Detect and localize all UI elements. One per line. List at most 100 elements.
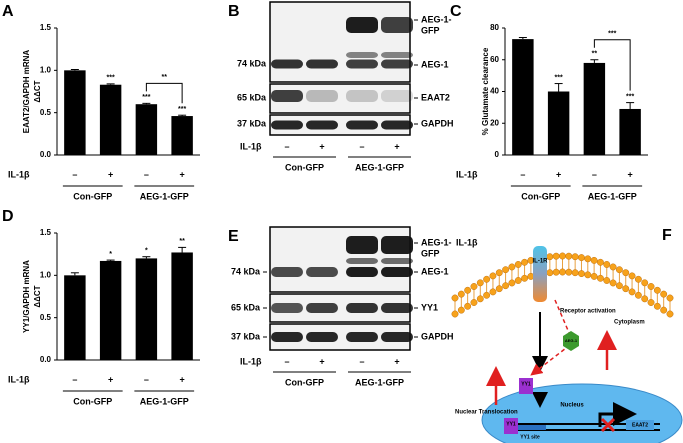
translocation-label: Nuclear Translocation <box>455 410 518 416</box>
aeg1-hexagon <box>563 331 579 351</box>
lipid-head <box>457 306 465 314</box>
group-label: Con-GFP <box>285 377 324 387</box>
lipid-head <box>647 283 655 290</box>
lipid-head <box>590 256 598 264</box>
x-tick-label: – <box>520 169 525 179</box>
bar <box>135 258 158 360</box>
bar <box>64 275 86 360</box>
lipid-head <box>451 310 459 318</box>
group-label: AEG-1-GFP <box>140 396 189 406</box>
lane-label: + <box>394 141 399 151</box>
bracket <box>593 39 631 91</box>
lipid-head <box>660 290 668 298</box>
lipid-head <box>502 266 510 274</box>
lipid-head <box>653 286 661 294</box>
lipid-head <box>590 272 598 280</box>
lipid-head <box>666 310 674 318</box>
lipid-head <box>603 277 611 284</box>
lipid-head <box>476 295 484 303</box>
band <box>346 52 378 58</box>
band-label: EAAT2 <box>421 92 450 102</box>
y-tick-label: 1.5 <box>40 228 52 237</box>
lipid-head <box>470 299 478 306</box>
lipid-head <box>495 285 503 293</box>
lipid-head <box>603 261 611 268</box>
kda-marker: 74 kDa <box>231 266 261 276</box>
y-tick-label: 0 <box>495 150 500 159</box>
band <box>271 120 303 130</box>
lipid-head <box>666 294 674 302</box>
lane-axis-label: IL-1β <box>240 141 262 151</box>
band <box>271 303 303 313</box>
lipid-head <box>615 266 623 274</box>
x-tick-label: + <box>627 169 632 179</box>
band <box>306 303 338 313</box>
lane-label: – <box>284 141 289 151</box>
bracket-label: *** <box>608 31 616 38</box>
y-tick-label: 0.0 <box>40 150 52 159</box>
bar <box>99 260 122 360</box>
x-tick-label: – <box>144 374 149 384</box>
x-tick-label: + <box>108 374 113 384</box>
band-label: GFP <box>421 248 440 258</box>
group-label: Con-GFP <box>521 191 560 201</box>
significance: *** <box>178 106 186 113</box>
band <box>381 59 413 69</box>
significance: ** <box>592 51 598 58</box>
band-label: AEG-1- <box>421 14 452 24</box>
group-label: AEG-1-GFP <box>355 162 404 172</box>
bar <box>583 62 606 155</box>
lane-label: + <box>319 356 324 366</box>
band <box>381 52 413 58</box>
lipid-head <box>495 269 503 277</box>
y-tick-label: 20 <box>490 118 499 127</box>
lane-label: + <box>394 356 399 366</box>
lipid-head <box>514 277 522 284</box>
band <box>381 303 413 313</box>
kda-marker: 37 kDa <box>231 331 261 341</box>
yy1-box <box>504 418 518 434</box>
band <box>381 258 413 264</box>
x-axis-label: IL-1β <box>8 374 30 384</box>
significance: *** <box>107 75 115 82</box>
y-axis-label: EAAT2/GAPDH mRNA <box>22 50 31 134</box>
bar <box>99 84 122 155</box>
panel-letter: D <box>2 208 14 225</box>
band <box>346 120 378 130</box>
band <box>306 90 338 102</box>
band <box>346 236 378 254</box>
lipid-head <box>622 285 630 293</box>
lipid-head <box>508 263 516 271</box>
band <box>346 59 378 69</box>
x-axis-label: IL-1β <box>8 169 30 179</box>
y-tick-label: 1.0 <box>40 270 52 279</box>
band <box>381 90 413 102</box>
lipid-head <box>470 283 478 290</box>
lipid-head <box>464 302 472 310</box>
x-tick-label: – <box>144 169 149 179</box>
bar <box>135 104 158 155</box>
significance: *** <box>142 94 150 101</box>
y-tick-label: 80 <box>490 23 499 32</box>
lipid-head <box>489 288 497 296</box>
significance: ** <box>179 238 185 245</box>
x-tick-label: + <box>179 374 184 384</box>
kda-marker: 37 kDa <box>237 118 267 128</box>
aeg1-label: AEG-1 <box>565 338 578 343</box>
lipid-head <box>483 275 491 283</box>
band <box>346 258 378 264</box>
band-label: GAPDH <box>421 118 454 128</box>
yy1-box <box>519 378 533 394</box>
dashed-link <box>530 344 571 376</box>
receptor-label: IL-1R <box>533 259 549 265</box>
lipid-head <box>584 255 592 263</box>
group-label: AEG-1-GFP <box>140 191 189 201</box>
yy1-nuclear-label: YY1 <box>506 421 516 427</box>
band <box>346 17 378 33</box>
band-label: AEG-1 <box>421 59 449 69</box>
band <box>381 17 413 33</box>
lipid-head <box>571 253 579 261</box>
band <box>346 267 378 277</box>
lipid-head <box>508 279 516 287</box>
